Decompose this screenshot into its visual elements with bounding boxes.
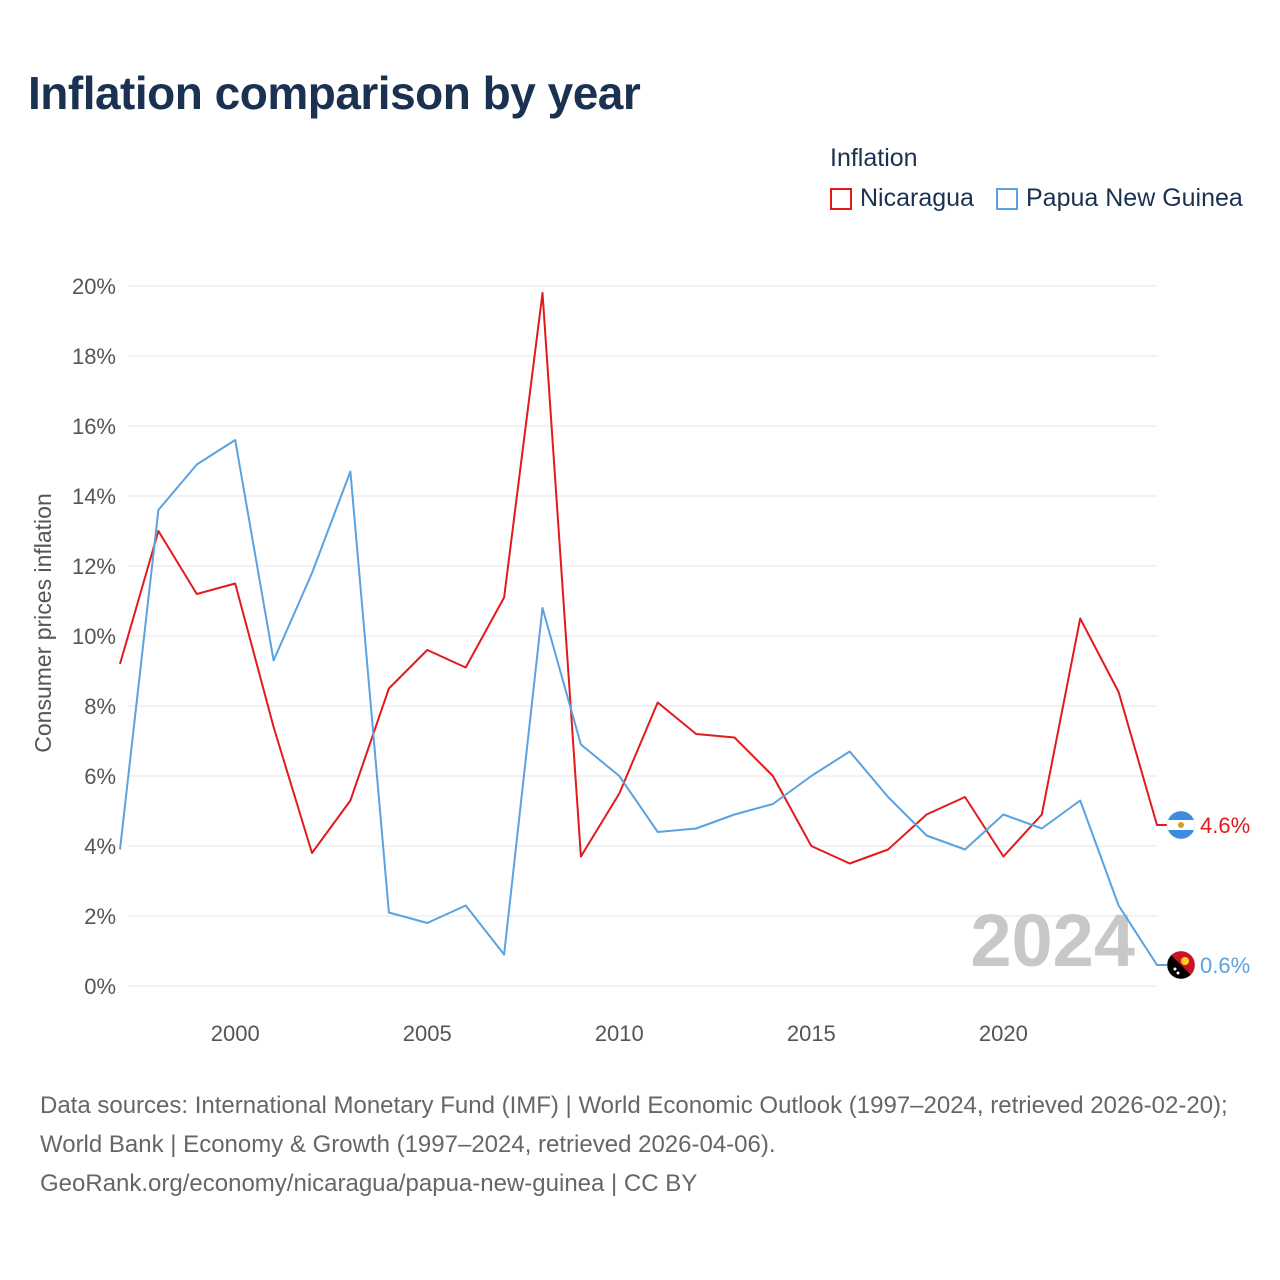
- y-axis-ticks: 0% 2% 4% 6% 8% 10% 12% 14% 16% 18% 20%: [72, 274, 116, 999]
- y-tick-label: 10%: [72, 624, 116, 649]
- end-markers: 4.6% 0.6%: [1166, 810, 1250, 980]
- y-tick-label: 16%: [72, 414, 116, 439]
- x-axis-ticks: 2000 2005 2010 2015 2020: [211, 1021, 1028, 1046]
- end-value-label-nicaragua: 4.6%: [1200, 813, 1250, 838]
- y-axis-title: Consumer prices inflation: [30, 493, 56, 753]
- line-chart: 0% 2% 4% 6% 8% 10% 12% 14% 16% 18% 20% 2000 2005 201…: [30, 274, 1250, 1046]
- x-tick-label: 2000: [211, 1021, 260, 1046]
- x-tick-label: 2005: [403, 1021, 452, 1046]
- x-tick-label: 2020: [979, 1021, 1028, 1046]
- y-tick-label: 2%: [84, 904, 116, 929]
- y-tick-label: 0%: [84, 974, 116, 999]
- grid: [128, 285, 1157, 987]
- end-value-label-papua-new-guinea: 0.6%: [1200, 953, 1250, 978]
- year-watermark: 2024: [970, 899, 1135, 982]
- series-line-nicaragua: [119, 292, 1167, 865]
- y-tick-label: 6%: [84, 764, 116, 789]
- legend-title: Inflation: [830, 144, 918, 172]
- legend-swatch-papua-new-guinea: [996, 187, 1018, 210]
- y-tick-label: 12%: [72, 554, 116, 579]
- flag-icon-papua-new-guinea: [1166, 950, 1196, 980]
- sources-link[interactable]: GeoRank.org/economy/nicaragua/papua-new-…: [40, 1170, 698, 1197]
- data-sources: Data sources: International Monetary Fun…: [40, 1086, 1250, 1203]
- chart-title: Inflation comparison by year: [28, 67, 641, 119]
- legend-swatch-nicaragua: [830, 187, 852, 210]
- y-tick-label: 20%: [72, 274, 116, 299]
- flag-icon-nicaragua: [1166, 810, 1196, 840]
- legend-label-nicaragua: Nicaragua: [860, 184, 974, 212]
- y-tick-label: 14%: [72, 484, 116, 509]
- legend-label-papua-new-guinea: Papua New Guinea: [1026, 184, 1243, 212]
- y-tick-label: 4%: [84, 834, 116, 859]
- series-line-papua-new-guinea: [119, 439, 1167, 966]
- y-tick-label: 18%: [72, 344, 116, 369]
- legend-item-nicaragua[interactable]: Nicaragua: [830, 184, 974, 213]
- legend-item-papua-new-guinea[interactable]: Papua New Guinea: [996, 184, 1243, 213]
- x-tick-label: 2015: [787, 1021, 836, 1046]
- sources-text: Data sources: International Monetary Fun…: [40, 1092, 1228, 1158]
- series-lines: [119, 292, 1167, 966]
- y-tick-label: 8%: [84, 694, 116, 719]
- x-tick-label: 2010: [595, 1021, 644, 1046]
